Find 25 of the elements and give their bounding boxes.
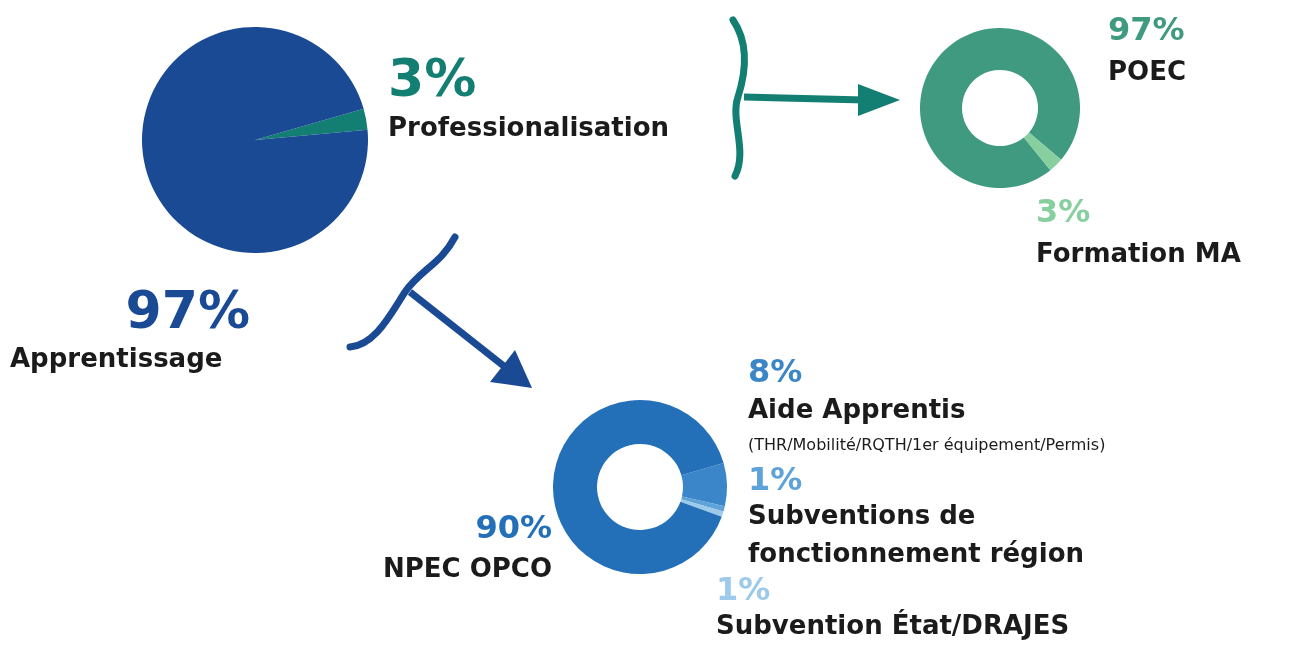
data-label: 8% <box>748 352 803 390</box>
slice-label: Aide Apprentis <box>748 394 966 424</box>
data-label: 1% <box>748 460 803 498</box>
pie-slice <box>142 27 368 253</box>
data-label: 1% <box>716 570 771 608</box>
text: (THR/Mobilité/RQTH/1er équipement/Permis) <box>748 435 1106 454</box>
donut-slice <box>1023 132 1062 171</box>
donut-slice <box>553 400 724 574</box>
donut-slice <box>920 28 1080 188</box>
slice-label: Subventions de fonctionnement région <box>748 500 1085 568</box>
donut-slice <box>681 463 727 507</box>
slice-label: Formation MA <box>1036 238 1241 268</box>
slice-label: Apprentissage <box>10 343 223 373</box>
data-label: 3% <box>388 48 477 108</box>
pie-slice <box>255 108 368 140</box>
data-label: 90% <box>475 508 552 546</box>
slice-label: NPEC OPCO <box>382 553 552 583</box>
data-label: 3% <box>1036 192 1091 230</box>
slice-label: Professionalisation <box>388 112 670 142</box>
data-label: 97% <box>125 280 250 340</box>
slice-label: Subvention État/DRAJES <box>716 609 1070 640</box>
donut-slice <box>681 496 725 512</box>
data-label: 97% <box>1108 10 1185 48</box>
donut-slice <box>680 499 724 517</box>
slice-label: POEC <box>1108 56 1186 86</box>
